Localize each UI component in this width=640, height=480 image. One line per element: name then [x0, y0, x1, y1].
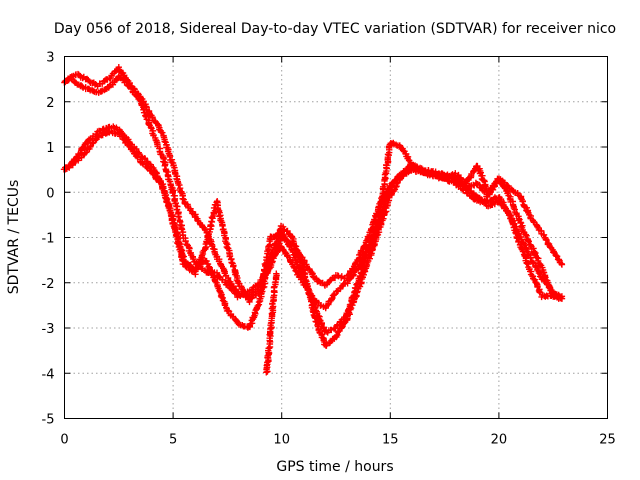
series-track-d [60, 123, 566, 336]
x-tick-label: 5 [169, 433, 177, 448]
x-tick-label: 15 [382, 433, 399, 448]
grid-lines [64, 56, 608, 419]
x-tick-label: 20 [491, 433, 508, 448]
plus-markers [263, 270, 280, 376]
y-tick-label: 2 [46, 96, 54, 111]
x-tick-label: 0 [60, 433, 68, 448]
y-tick-label: -5 [42, 413, 55, 428]
y-tick-label: -1 [42, 232, 55, 247]
y-tick-label: 1 [46, 141, 54, 156]
x-axis-title: GPS time / hours [276, 459, 393, 475]
y-tick-label: -3 [42, 322, 55, 337]
series-spike [263, 270, 280, 376]
series-track-c [62, 128, 566, 349]
axis-ticks: 0 5 10 15 20 25 -5 -4 -3 -2 -1 0 1 2 3 [42, 51, 616, 448]
plus-markers [60, 123, 566, 336]
y-tick-label: -4 [42, 367, 55, 382]
chart-title: Day 056 of 2018, Sidereal Day-to-day VTE… [54, 21, 616, 37]
x-tick-label: 25 [599, 433, 616, 448]
data-points [60, 64, 566, 376]
x-tick-label: 10 [273, 433, 290, 448]
y-axis-title: SDTVAR / TECUs [6, 180, 22, 295]
y-tick-label: -2 [42, 277, 55, 292]
y-tick-label: 3 [46, 51, 54, 66]
plus-markers [62, 128, 566, 349]
y-tick-label: 0 [46, 186, 54, 201]
